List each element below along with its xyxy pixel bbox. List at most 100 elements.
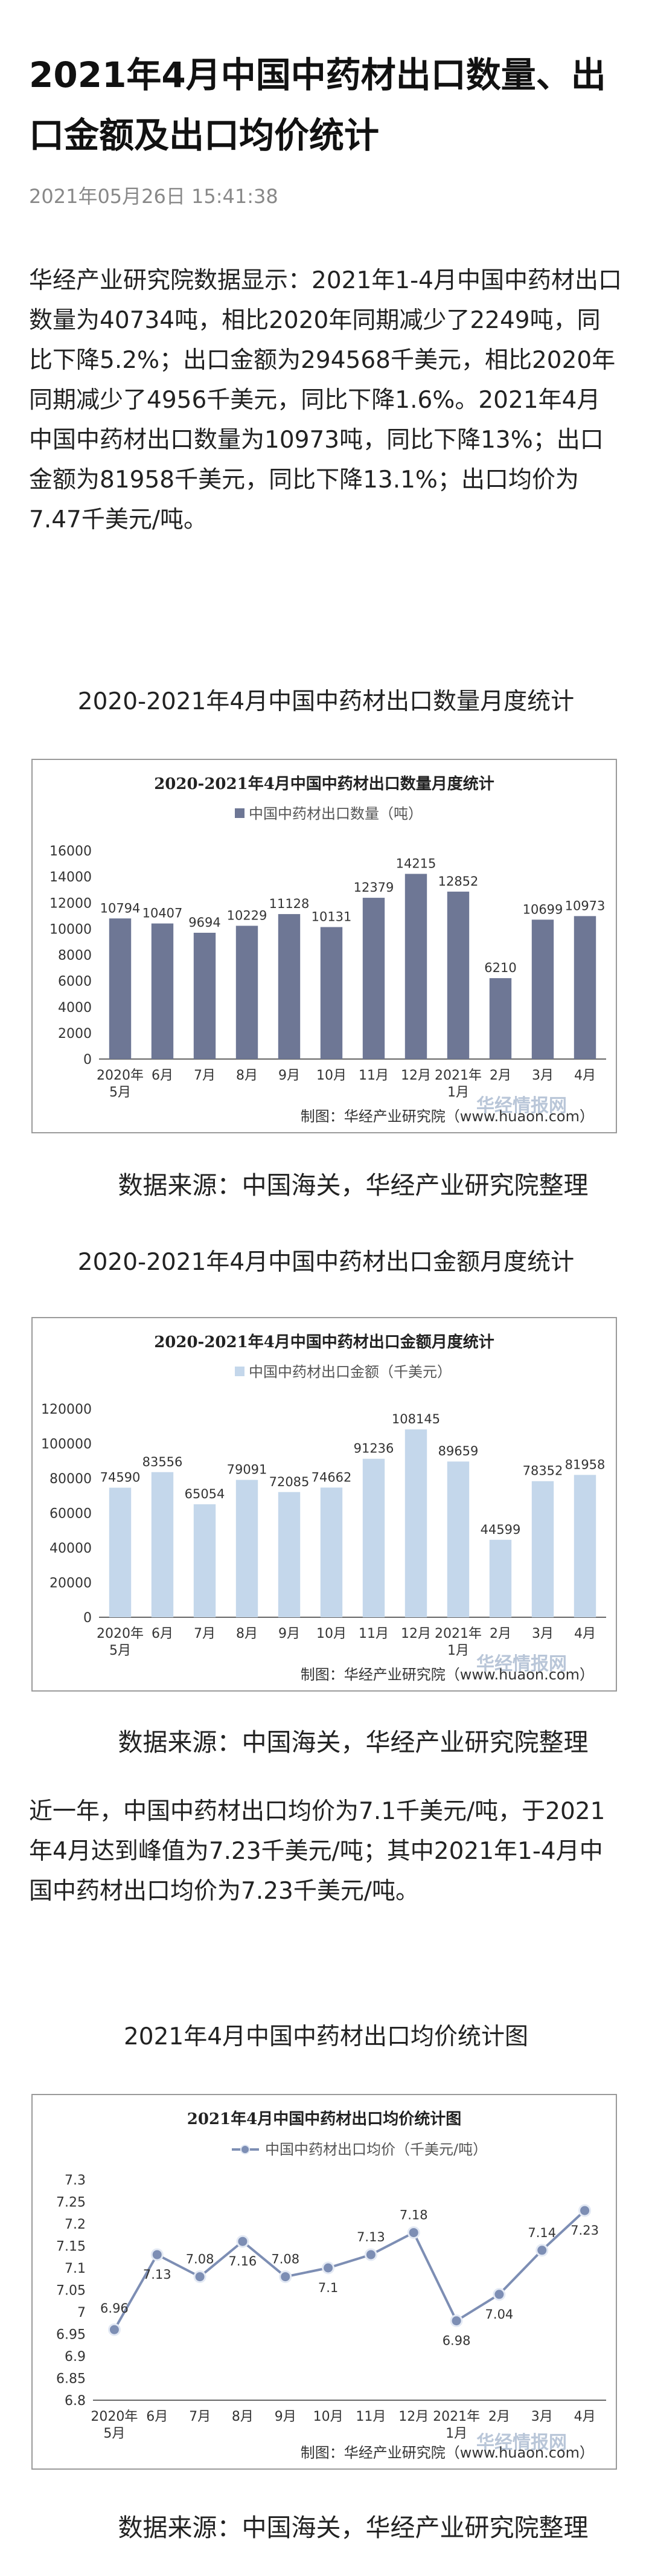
x-tick-label: 12月 <box>401 1626 431 1641</box>
data-label: 89659 <box>438 1444 479 1458</box>
y-tick-label: 6.9 <box>65 2349 86 2365</box>
data-label: 10699 <box>523 902 563 916</box>
x-tick-label: 6月 <box>146 2409 168 2424</box>
chart-credit-note: 制图：华经产业研究院（www.huaon.com） <box>301 1666 594 1683</box>
data-label: 79091 <box>227 1463 267 1477</box>
bar <box>531 919 554 1059</box>
y-tick-label: 7.1 <box>65 2261 86 2276</box>
y-tick-label: 4000 <box>58 1000 92 1016</box>
y-tick-label: 6.95 <box>56 2328 86 2343</box>
y-tick-label: 7 <box>77 2305 86 2320</box>
source-note-1: 数据来源：中国海关，华经产业研究院整理 <box>118 1171 589 1200</box>
source-note-3: 数据来源：中国海关，华经产业研究院整理 <box>118 2513 589 2542</box>
y-tick-label: 7.05 <box>56 2284 86 2299</box>
legend-swatch <box>235 1367 245 1376</box>
y-tick-label: 6000 <box>58 974 92 990</box>
x-tick-label: 6月 <box>152 1068 173 1083</box>
bar <box>404 874 427 1059</box>
x-tick-label: 4月 <box>574 2409 596 2424</box>
x-tick-label: 2021年 <box>435 1068 482 1083</box>
chart-price: 2021年4月中国中药材出口均价统计图中国中药材出口均价（千美元/吨） 6.8 6.… <box>31 2094 617 2470</box>
data-label: 74590 <box>100 1470 141 1485</box>
data-label: 108145 <box>392 1412 440 1426</box>
data-label: 7.08 <box>186 2252 214 2267</box>
x-tick-label: 8月 <box>236 1068 258 1083</box>
legend-label: 中国中药材出口均价（千美元/吨） <box>265 2141 487 2158</box>
intro-paragraph: 华经产业研究院数据显示：2021年1-4月中国中药材出口数量为40734吨，相比… <box>29 267 622 533</box>
x-tick-label: 1月 <box>446 2426 467 2441</box>
bar <box>404 1429 427 1617</box>
data-point <box>535 2244 549 2257</box>
data-point <box>578 2204 592 2217</box>
x-tick-label: 8月 <box>236 1626 258 1641</box>
x-tick-label: 11月 <box>356 2409 386 2424</box>
chart-volume: 2020-2021年4月中国中药材出口数量月度统计 中国中药材出口数量（吨） 0 20… <box>31 759 617 1133</box>
chart-credit-note: 制图：华经产业研究院（www.huaon.com） <box>301 1108 594 1125</box>
y-tick-label: 7.2 <box>65 2217 86 2232</box>
data-label: 7.13 <box>357 2230 385 2244</box>
data-label: 10973 <box>565 898 606 913</box>
x-tick-label: 3月 <box>532 1068 554 1083</box>
y-tick-label: 7.15 <box>56 2240 86 2255</box>
data-label: 7.1 <box>318 2281 338 2295</box>
x-tick-label: 1月 <box>447 1085 469 1100</box>
x-tick-label: 5月 <box>103 2426 125 2441</box>
y-tick-label: 100000 <box>41 1437 92 1452</box>
x-tick-label: 11月 <box>359 1068 389 1083</box>
bar <box>320 1487 343 1617</box>
data-label: 65054 <box>185 1487 225 1501</box>
y-tick-label: 0 <box>83 1611 92 1626</box>
data-point <box>493 2288 506 2301</box>
x-tick-label: 7月 <box>189 2409 211 2424</box>
x-tick-label: 1月 <box>447 1643 469 1658</box>
data-label: 7.04 <box>485 2307 514 2322</box>
data-label: 12852 <box>438 874 479 889</box>
data-label: 44599 <box>481 1522 521 1537</box>
legend-swatch <box>235 808 245 818</box>
watermark-text: 华经情报网 <box>476 1653 567 1675</box>
data-label: 10407 <box>142 906 183 921</box>
source-note-2: 数据来源：中国海关，华经产业研究院整理 <box>118 1728 589 1757</box>
x-tick-label: 3月 <box>531 2409 553 2424</box>
x-tick-label: 2月 <box>488 2409 510 2424</box>
y-tick-label: 6.8 <box>65 2394 86 2409</box>
publish-date: 2021年05月26日 15:41:38 <box>29 185 278 208</box>
chart-title: 2021年4月中国中药材出口均价统计图 <box>187 2110 461 2128</box>
data-label: 7.23 <box>570 2223 599 2238</box>
chart-value: 2020-2021年4月中国中药材出口金额月度统计 中国中药材出口金额（千美元） 0… <box>31 1317 617 1692</box>
bar <box>278 1492 301 1617</box>
bar <box>489 1539 512 1617</box>
data-label: 83556 <box>142 1455 183 1469</box>
x-tick-label: 11月 <box>359 1626 389 1641</box>
data-label: 6.96 <box>100 2301 129 2316</box>
x-tick-label: 7月 <box>194 1626 216 1641</box>
data-label: 10794 <box>100 901 141 915</box>
data-label: 6.98 <box>443 2334 471 2348</box>
chart-title: 2020-2021年4月中国中药材出口金额月度统计 <box>154 1333 494 1351</box>
watermark-text: 华经情报网 <box>476 2432 567 2453</box>
data-label: 72085 <box>269 1475 310 1489</box>
data-point <box>236 2235 249 2248</box>
x-tick-label: 5月 <box>109 1085 131 1100</box>
y-tick-label: 12000 <box>50 896 92 911</box>
price-paragraph: 近一年，中国中药材出口均价为7.1千美元/吨，于2021年4月达到峰值为7.23… <box>29 1798 606 1905</box>
y-tick-label: 6.85 <box>56 2372 86 2387</box>
watermark-text: 华经情报网 <box>476 1095 567 1116</box>
x-tick-label: 9月 <box>278 1068 300 1083</box>
data-label: 10229 <box>227 908 267 923</box>
data-label: 14215 <box>396 856 436 871</box>
data-point <box>107 2323 121 2336</box>
y-tick-label: 16000 <box>50 844 92 859</box>
bar <box>447 1461 470 1617</box>
data-point <box>150 2248 164 2261</box>
x-tick-label: 12月 <box>398 2409 429 2424</box>
bar <box>193 932 216 1059</box>
x-tick-label: 3月 <box>532 1626 554 1641</box>
y-tick-label: 80000 <box>50 1472 92 1487</box>
y-tick-label: 40000 <box>50 1541 92 1556</box>
y-tick-label: 2000 <box>58 1026 92 1042</box>
x-tick-label: 9月 <box>275 2409 296 2424</box>
data-point <box>193 2270 206 2284</box>
data-label: 7.08 <box>271 2252 299 2267</box>
